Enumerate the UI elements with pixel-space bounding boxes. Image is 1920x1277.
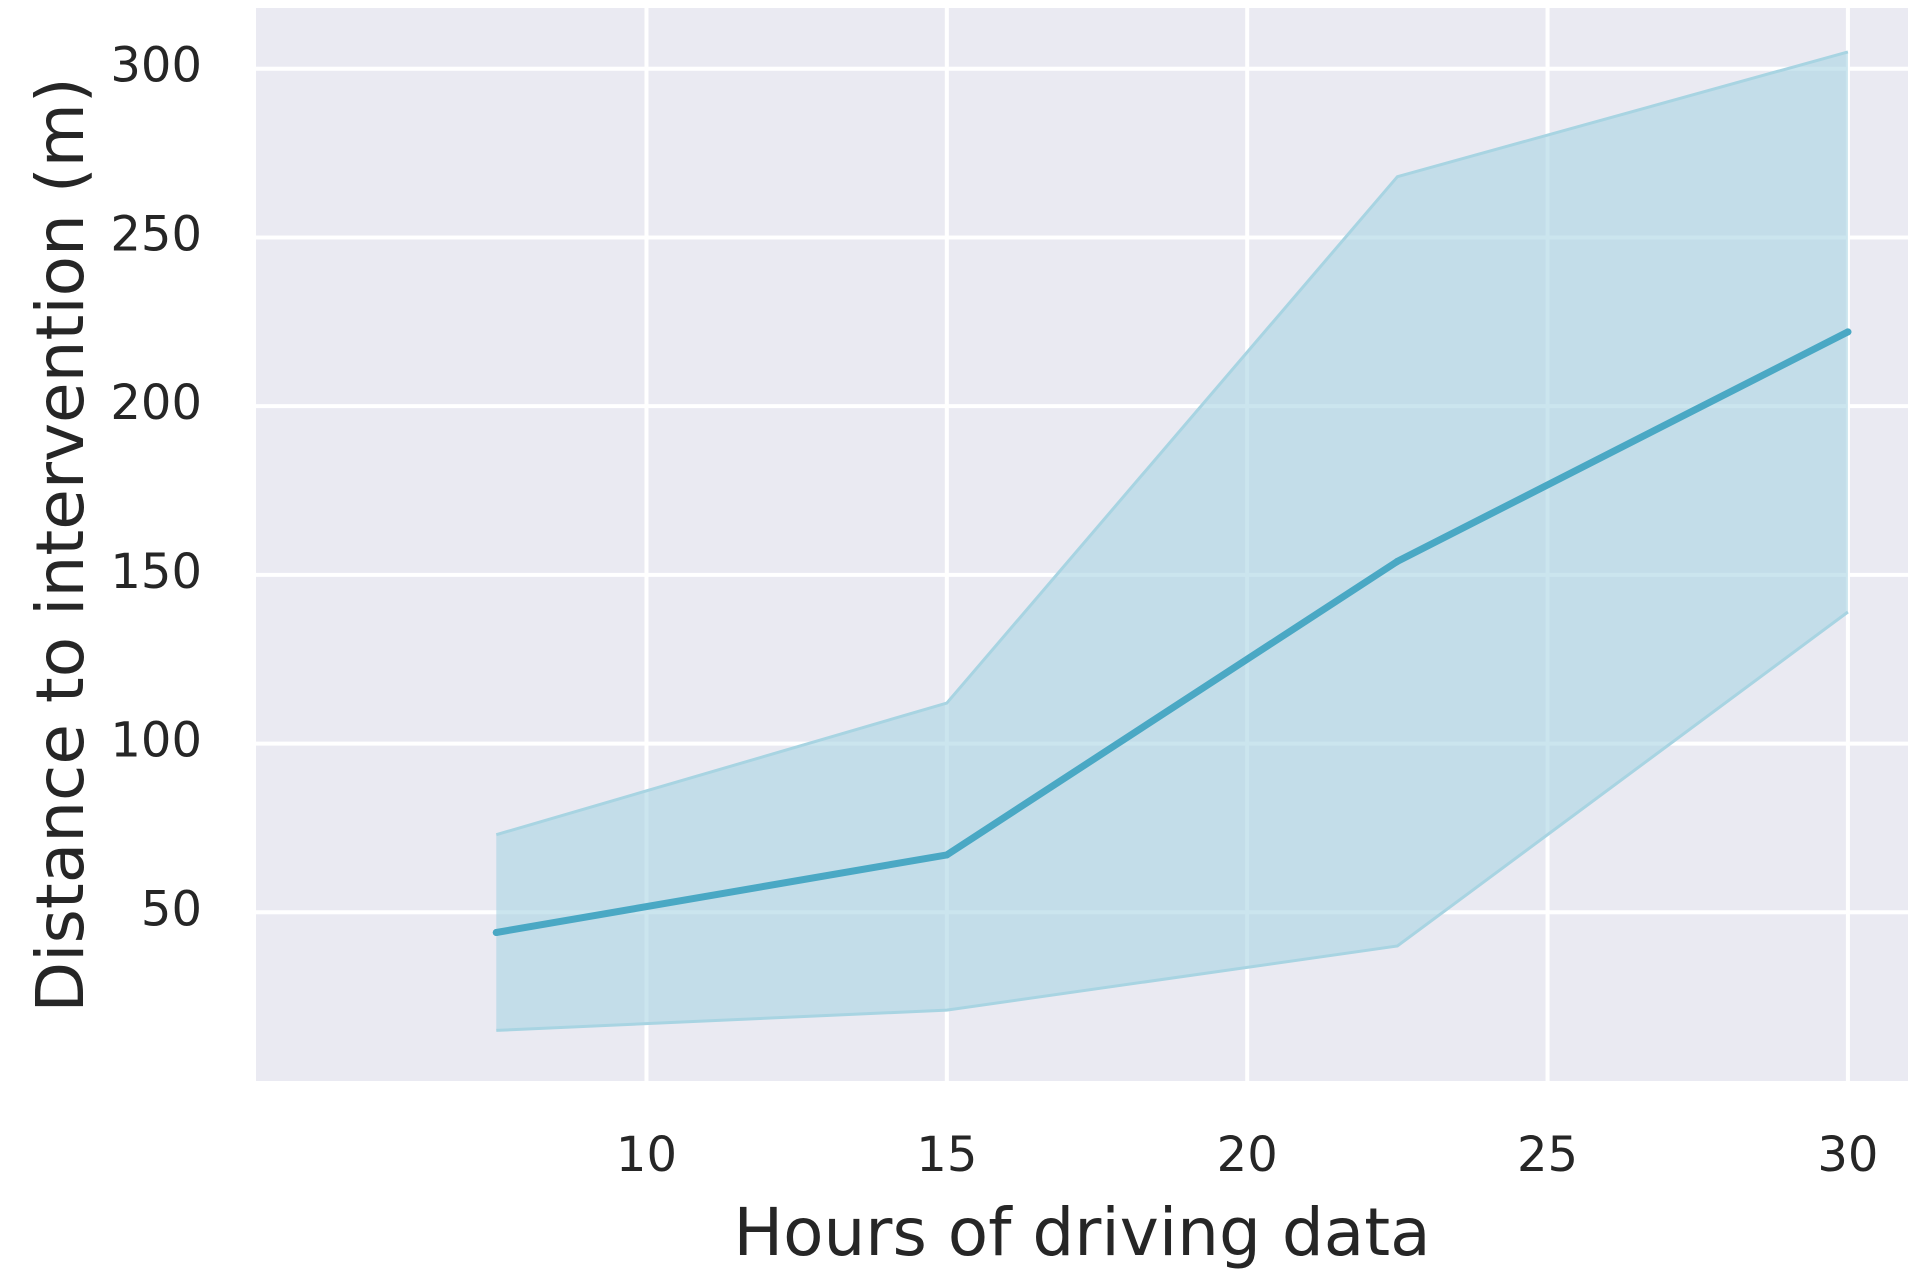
y-tick-label: 50 (141, 881, 202, 937)
series-line (492, 328, 1852, 936)
x-axis-title: Hours of driving data (733, 1194, 1430, 1271)
confidence-band-lower-edge (496, 610, 1849, 1032)
data-point (943, 851, 951, 859)
y-axis-ticks: 50 100 150 200 250 300 (110, 38, 202, 938)
y-tick-label: 250 (110, 206, 202, 262)
data-point (492, 929, 500, 937)
confidence-band (496, 51, 1848, 1031)
data-point (1844, 328, 1852, 336)
y-tick-label: 100 (110, 713, 202, 769)
x-tick-label: 15 (916, 1127, 977, 1183)
y-tick-label: 300 (110, 38, 202, 94)
y-axis-title: Distance to intervention (m) (22, 77, 99, 1012)
data-point (1393, 557, 1401, 565)
y-tick-label: 200 (110, 375, 202, 431)
x-tick-label: 20 (1217, 1127, 1278, 1183)
x-tick-label: 30 (1817, 1127, 1878, 1183)
x-tick-label: 10 (616, 1127, 677, 1183)
y-tick-label: 150 (110, 544, 202, 600)
confidence-band-upper-edge (495, 50, 1849, 837)
x-axis-ticks: 10 15 20 25 30 (616, 1127, 1879, 1183)
x-tick-label: 25 (1517, 1127, 1578, 1183)
